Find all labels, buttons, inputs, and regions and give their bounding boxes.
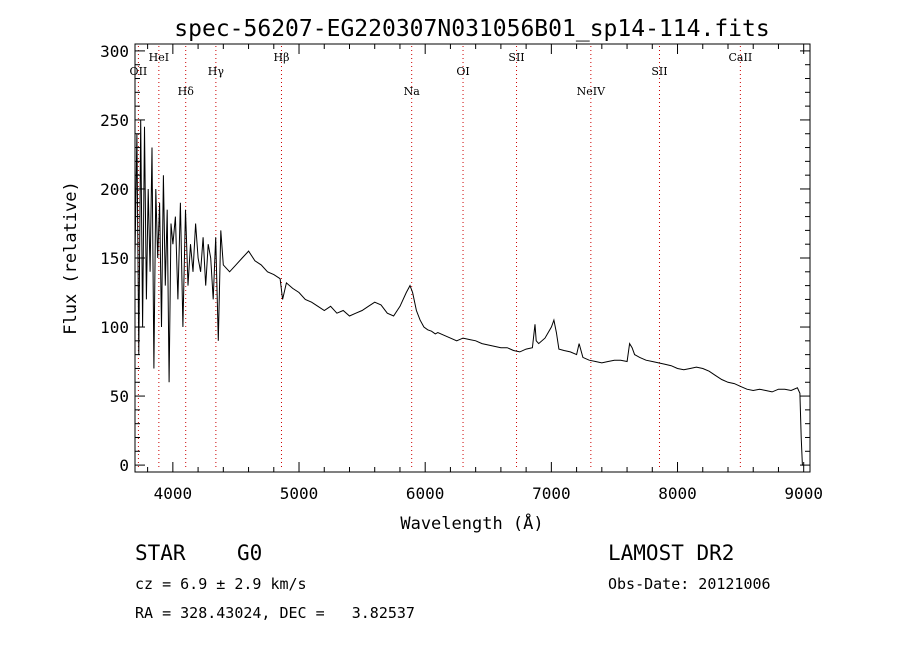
y-tick-label: 100 [100,318,129,337]
radec-text: RA = 328.43024, DEC = 3.82537 [135,604,415,622]
tick-labels: 4000 5000 6000 7000 8000 9000 0 50 100 150 200 250 3… [100,42,823,503]
line-marker-label: Hδ [178,85,195,98]
line-marker-label: OI [456,65,469,78]
y-tick-label: 250 [100,111,129,130]
line-marker-label: Hβ [274,51,290,64]
chart-title: spec-56207-EG220307N031056B01_sp14-114.f… [174,16,769,42]
line-marker-label: OII [130,65,148,78]
x-tick-label: 4000 [154,484,193,503]
line-marker-label: SII [651,65,667,78]
x-axis-label: Wavelength (Å) [400,512,543,534]
survey-label: LAMOST DR2 [608,541,735,565]
x-tick-label: 8000 [658,484,697,503]
x-tick-label: 9000 [784,484,823,503]
line-marker-label: Na [404,85,421,98]
class-label: STAR [135,541,186,565]
line-marker-label: SII [508,51,524,64]
line-marker-label: NeIV [577,85,606,98]
axis-ticks [135,44,810,472]
line-marker-label: HeI [149,51,169,64]
subclass-label: G0 [237,541,263,565]
y-tick-label: 150 [100,249,129,268]
x-tick-label: 6000 [406,484,445,503]
y-tick-label: 200 [100,180,129,199]
x-tick-label: 7000 [532,484,571,503]
y-tick-label: 50 [110,387,129,406]
obsdate-text: Obs-Date: 20121006 [608,575,771,593]
line-marker-label: CaII [729,51,753,64]
y-tick-label: 0 [119,456,129,475]
cz-text: cz = 6.9 ± 2.9 km/s [135,575,307,593]
y-axis-label: Flux (relative) [61,181,81,335]
x-tick-label: 5000 [280,484,319,503]
line-marker-label: Hγ [208,65,225,78]
plot-frame [134,43,811,473]
y-tick-label: 300 [100,42,129,61]
spectrum-line [134,119,804,466]
